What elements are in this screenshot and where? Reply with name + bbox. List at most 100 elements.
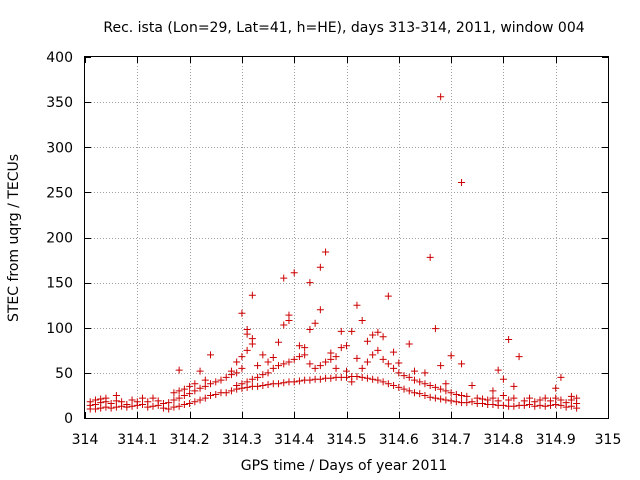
data-point bbox=[437, 395, 445, 403]
data-point bbox=[452, 398, 460, 406]
data-point bbox=[154, 397, 162, 405]
y-tick-labels: 0 50 100 150 200 250 300 350 400 bbox=[46, 50, 73, 427]
x-tick-label: 314.8 bbox=[483, 432, 523, 448]
data-point bbox=[233, 369, 241, 377]
data-point bbox=[186, 400, 194, 408]
data-point bbox=[494, 366, 502, 374]
data-point bbox=[102, 394, 110, 402]
data-point bbox=[248, 291, 256, 299]
data-point bbox=[390, 348, 398, 356]
x-axis-label: GPS time / Days of year 2011 bbox=[241, 458, 448, 474]
data-point bbox=[510, 394, 518, 402]
chart-title: Rec. ista (Lon=29, Lat=41, h=HE), days 3… bbox=[103, 20, 584, 36]
data-point bbox=[170, 389, 178, 397]
data-point bbox=[499, 375, 507, 383]
data-point bbox=[358, 373, 366, 381]
data-point bbox=[285, 358, 293, 366]
data-point bbox=[280, 274, 288, 282]
data-point bbox=[442, 380, 450, 388]
x-tick-label: 314.3 bbox=[222, 432, 262, 448]
data-point bbox=[196, 384, 204, 392]
data-point bbox=[259, 351, 267, 359]
data-point bbox=[353, 372, 361, 380]
data-point bbox=[180, 400, 188, 408]
data-point bbox=[264, 381, 272, 389]
data-point bbox=[259, 371, 267, 379]
data-point bbox=[191, 380, 199, 388]
data-point bbox=[405, 340, 413, 348]
data-point bbox=[410, 376, 418, 384]
data-point bbox=[322, 358, 330, 366]
data-point bbox=[112, 391, 120, 399]
data-point bbox=[316, 263, 324, 271]
data-point bbox=[254, 362, 262, 370]
data-point bbox=[159, 400, 167, 408]
data-point bbox=[421, 380, 429, 388]
data-point bbox=[201, 394, 209, 402]
data-point bbox=[395, 369, 403, 377]
data-point bbox=[458, 178, 466, 186]
data-point bbox=[112, 403, 120, 411]
data-point bbox=[316, 306, 324, 314]
data-point bbox=[437, 362, 445, 370]
data-point bbox=[458, 391, 466, 399]
data-point bbox=[468, 398, 476, 406]
data-point bbox=[149, 402, 157, 410]
data-point bbox=[463, 392, 471, 400]
data-point bbox=[400, 372, 408, 380]
data-point bbox=[515, 353, 523, 361]
data-point bbox=[275, 362, 283, 370]
data-point bbox=[280, 360, 288, 368]
data-point bbox=[442, 396, 450, 404]
data-point bbox=[562, 399, 570, 407]
data-point bbox=[437, 385, 445, 393]
data-point bbox=[327, 374, 335, 382]
data-point bbox=[295, 342, 303, 350]
data-point bbox=[426, 253, 434, 261]
data-point bbox=[567, 392, 575, 400]
y-tick-label: 400 bbox=[46, 50, 73, 66]
x-tick-label: 314.6 bbox=[379, 432, 419, 448]
data-point bbox=[337, 327, 345, 335]
data-point bbox=[227, 367, 235, 375]
data-point bbox=[248, 375, 256, 383]
data-point bbox=[180, 391, 188, 399]
data-point bbox=[390, 382, 398, 390]
data-point bbox=[431, 325, 439, 333]
data-point bbox=[316, 375, 324, 383]
data-point bbox=[285, 311, 293, 319]
data-point bbox=[133, 398, 141, 406]
data-point bbox=[552, 384, 560, 392]
data-point bbox=[311, 364, 319, 372]
data-point bbox=[175, 387, 183, 395]
data-point bbox=[567, 402, 575, 410]
data-point bbox=[290, 378, 298, 386]
data-point bbox=[128, 402, 136, 410]
x-tick-label: 314.2 bbox=[170, 432, 210, 448]
data-point bbox=[227, 387, 235, 395]
data-point bbox=[510, 382, 518, 390]
data-point bbox=[447, 352, 455, 360]
data-point bbox=[269, 354, 277, 362]
x-tick-label: 314.5 bbox=[326, 432, 366, 448]
data-point bbox=[280, 321, 288, 329]
data-point bbox=[343, 342, 350, 350]
data-point bbox=[343, 367, 350, 375]
data-point bbox=[437, 93, 445, 101]
data-point bbox=[363, 358, 371, 366]
data-point bbox=[238, 364, 246, 372]
data-point bbox=[379, 333, 387, 341]
y-tick-label: 200 bbox=[46, 231, 73, 247]
data-point bbox=[144, 398, 152, 406]
data-point bbox=[175, 366, 183, 374]
data-point bbox=[526, 400, 534, 408]
data-point bbox=[275, 338, 283, 346]
data-point bbox=[552, 394, 560, 402]
data-point bbox=[374, 328, 382, 336]
data-point bbox=[468, 382, 476, 390]
data-point bbox=[217, 376, 225, 384]
data-point bbox=[238, 309, 246, 317]
data-point bbox=[573, 394, 581, 402]
data-point bbox=[505, 335, 513, 343]
y-tick-label: 100 bbox=[46, 321, 73, 337]
